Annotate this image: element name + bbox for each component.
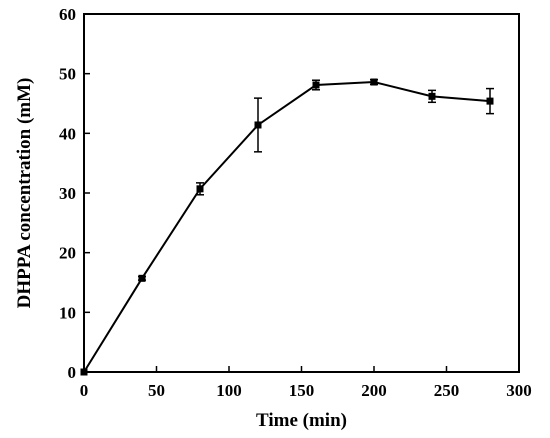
y-tick-label: 10 [59, 303, 76, 322]
x-tick-label: 100 [216, 381, 242, 400]
x-tick-label: 50 [148, 381, 165, 400]
data-point [80, 368, 88, 376]
data-point [196, 185, 204, 193]
y-axis-ticks: 0 10 20 30 40 50 60 [59, 5, 90, 382]
data-point [138, 274, 146, 282]
y-tick-label: 0 [68, 363, 77, 382]
x-tick-label: 150 [289, 381, 315, 400]
x-axis-ticks: 0 50 100 150 200 250 300 [80, 366, 532, 400]
y-tick-label: 30 [59, 184, 76, 203]
data-point [370, 78, 378, 86]
x-tick-label: 250 [434, 381, 460, 400]
data-point [312, 81, 320, 89]
y-tick-label: 60 [59, 5, 76, 24]
data-point [254, 121, 262, 129]
y-tick-label: 50 [59, 65, 76, 84]
data-point [486, 97, 494, 105]
series-layer [80, 78, 494, 376]
y-tick-label: 20 [59, 244, 76, 263]
series-line [83, 81, 491, 373]
x-axis-label: Time (min) [256, 410, 347, 431]
x-tick-label: 0 [80, 381, 89, 400]
plot-frame [83, 13, 520, 373]
x-tick-label: 300 [506, 381, 532, 400]
y-axis-label: DHPPA concentration (mM) [14, 78, 35, 309]
data-point [428, 92, 436, 100]
x-tick-label: 200 [361, 381, 387, 400]
y-tick-label: 40 [59, 124, 76, 143]
plot-border [83, 13, 520, 373]
